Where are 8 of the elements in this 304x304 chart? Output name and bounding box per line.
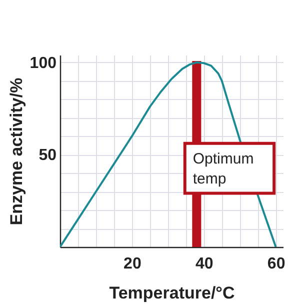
y-tick-label: 100 (30, 54, 57, 72)
x-tick-label: 60 (267, 256, 286, 272)
ref-line-label: Optimum temp (192, 150, 254, 188)
x-tick-label: 20 (124, 256, 142, 272)
y-axis-title: Enzyme activity/% (6, 78, 26, 226)
x-tick-label: 40 (195, 256, 214, 272)
x-axis-title: Temperature/°C (109, 284, 235, 302)
y-tick-label: 50 (38, 147, 57, 164)
